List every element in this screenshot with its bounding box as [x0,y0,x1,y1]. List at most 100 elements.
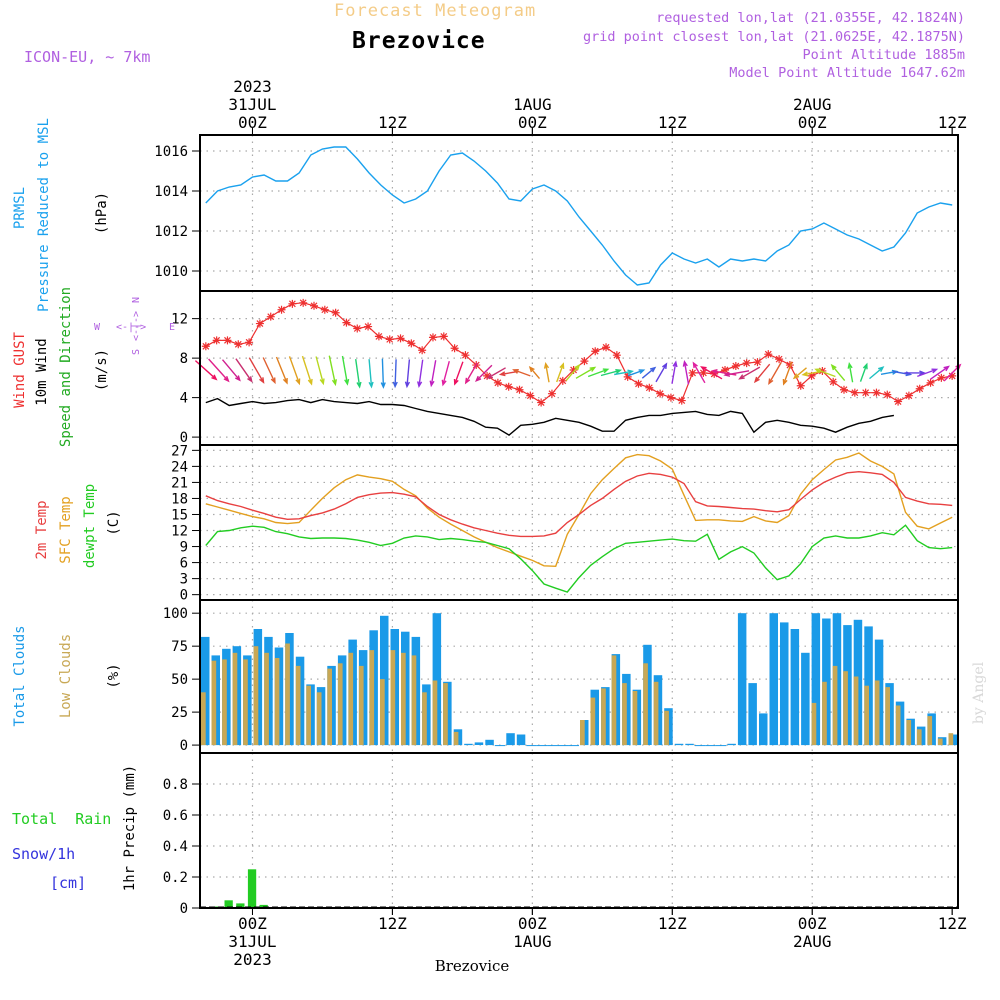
total-cloud-bar [485,739,494,746]
low-cloud-bar [327,668,332,746]
total-cloud-bar [748,683,757,746]
wind-direction-arrow [904,370,926,376]
panel-frame-pressure [199,134,959,292]
wind-direction-arrow [404,359,411,389]
ytick-pressure: 1016 [154,144,188,160]
wind-direction-arrow [575,366,597,379]
point-altitude: Point Altitude 1885m [802,47,965,63]
low-cloud-bar [622,683,627,746]
bottom-time-label: 00Z [238,914,267,933]
top-time-label: 12Z [658,113,687,132]
low-cloud-bar [243,659,248,746]
compass-arrow-h: <-|-> [116,322,146,333]
total-cloud-bar [801,652,810,746]
bottom-time-label: 12Z [378,914,407,933]
wind-gust-label: Wind GUST [12,332,28,408]
low-cloud-bar [895,705,901,746]
ytick-wind: 8 [180,351,188,367]
low-cloud-bar [822,681,827,746]
cloud-labels: Total Clouds Low Clouds (%) [12,625,122,726]
wind-direction-arrow [429,360,437,388]
bottom-time-label: 00Z [518,914,547,933]
low-cloud-bar [653,681,659,746]
temp-2m-label: 2m Temp [34,500,50,559]
total-cloud-bar [737,613,747,746]
wind-direction-arrow [814,368,836,378]
gust-marker [872,388,881,397]
low-cloud-bar [927,716,933,746]
low-cloud-bar [201,692,206,746]
wind-direction-arrow [627,369,646,377]
low-cloud-bar [853,676,859,746]
total-cloud-bar [474,742,484,745]
gust-marker [428,333,437,342]
low-cloud-bar [948,733,954,746]
gust-marker [840,385,849,394]
credit-watermark: by Angel [971,661,987,724]
bottom-time-label: 2AUG [793,932,832,951]
gust-marker [483,371,492,380]
low-cloud-bar [916,729,922,746]
ytick-clouds: 100 [163,606,188,622]
ytick-temp: 0 [180,588,188,604]
total-cloud-bar [201,636,210,746]
gust-marker [612,351,621,360]
wind-direction-arrow [869,366,885,380]
total-cloud-bar [685,743,694,746]
dewpoint-line [205,524,953,593]
low-cloud-bar [380,679,385,745]
low-cloud-bar [358,665,364,745]
gust-marker [904,391,913,400]
top-time-label: 2AUG [793,95,832,114]
wind-10m-label: 10m Wind [34,338,50,405]
low-cloud-bar [411,655,417,746]
bottom-time-label: 2023 [233,950,272,969]
pressure-unit: (hPa) [94,192,110,234]
total-cloud-bar [432,613,442,746]
wind-direction-arrow [248,357,265,384]
ytick-precip: 0.4 [163,839,188,855]
pressure-labels: PRMSL Pressure Reduced to MSL (hPa) [12,118,110,312]
low-cloud-bar [274,658,280,746]
wind-speed-line [205,397,895,436]
wind-direction-arrow [753,363,771,384]
gust-marker [894,397,903,406]
gust-marker [212,336,221,345]
bottom-time-label: 12Z [658,914,687,933]
wind-direction-arrow [682,359,690,385]
compass-s: S [131,349,142,355]
ytick-temp: 12 [171,524,188,540]
wind-direction-arrow [528,365,541,380]
gust-marker [309,301,318,310]
low-cloud-bar [937,738,943,746]
ytick-clouds: 50 [171,672,188,688]
model-name: ICON-EU, ~ 7km [24,48,150,66]
gust-marker [926,378,935,387]
low-cloud-bar [906,720,912,746]
ytick-temp: 24 [171,459,188,475]
wind-direction-arrow [847,361,854,383]
low-cloud-bar [864,685,869,746]
ytick-clouds: 75 [171,639,188,655]
gust-marker [201,342,210,351]
total-cloud-bar [811,613,821,746]
gust-marker [515,385,524,394]
total-cloud-bar [674,743,684,746]
low-cloud-bar [232,652,238,746]
gust-marker [569,365,578,374]
wind-direction-arrow [475,364,493,382]
rain-bar [247,869,257,909]
low-cloud-bar [643,663,648,746]
wind-unit: (m/s) [94,349,110,391]
wind-direction-arrow [315,356,325,386]
gust-marker [277,305,286,314]
ytick-temp: 27 [171,443,188,459]
wind-direction-arrow [380,358,386,389]
wind-direction-arrow [486,367,506,379]
wind-direction-arrow [275,356,288,385]
wind-direction-arrow [655,362,668,383]
low-cloud-bar [306,685,311,746]
chart-title: Forecast Meteogram [334,1,536,21]
wind-direction-arrow [641,366,657,379]
low-cloud-bar [885,687,890,746]
